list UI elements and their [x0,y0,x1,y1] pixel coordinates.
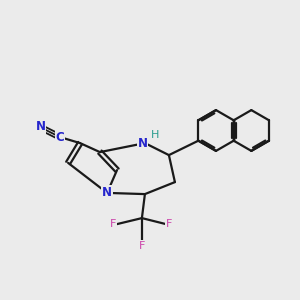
Text: N: N [137,136,148,150]
Text: H: H [151,130,160,140]
Text: C: C [56,130,64,144]
Text: F: F [139,241,145,251]
Text: F: F [110,219,117,229]
Text: N: N [35,120,46,133]
Text: F: F [166,219,173,229]
Text: N: N [102,186,112,200]
